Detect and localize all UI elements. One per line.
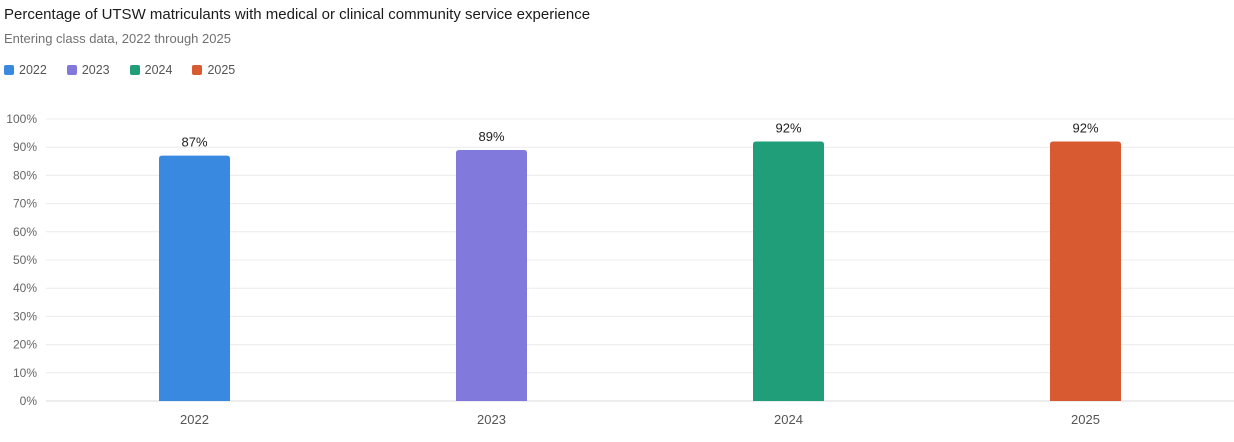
data-label-2025: 92% [1072,121,1098,136]
y-tick-label: 20% [13,338,37,352]
legend-label-2022: 2022 [19,63,47,77]
legend-swatch-2025 [192,65,203,75]
chart-title: Percentage of UTSW matriculants with med… [4,6,591,23]
bar-2022[interactable] [159,155,230,401]
legend-swatch-2023 [66,65,77,75]
bar-2023[interactable] [456,150,527,401]
y-tick-label: 50% [13,253,37,267]
y-tick-label: 40% [13,281,37,295]
data-label-2023: 89% [478,129,504,144]
legend-item-2022[interactable]: 2022 [4,63,47,77]
legend-label-2023: 2023 [81,63,110,77]
bar-2024[interactable] [753,141,824,401]
chart-legend: 2022 2023 2024 2025 [4,63,255,77]
legend-item-2024[interactable]: 2024 [129,63,173,77]
data-label-2022: 87% [181,135,207,150]
x-tick-label-2024: 2024 [774,412,803,427]
y-tick-label: 60% [13,225,37,239]
y-tick-label: 90% [13,140,37,154]
x-tick-label-2025: 2025 [1071,412,1100,427]
legend-item-2023[interactable]: 2023 [66,63,110,77]
x-tick-label-2023: 2023 [477,412,506,427]
chart-subtitle: Entering class data, 2022 through 2025 [4,31,231,46]
y-tick-label: 70% [13,197,37,211]
y-tick-label: 10% [13,366,37,380]
y-tick-label: 80% [13,168,37,182]
bar-2025[interactable] [1050,141,1121,401]
legend-swatch-2022 [4,65,14,75]
data-label-2024: 92% [775,121,801,136]
legend-item-2025[interactable]: 2025 [192,63,235,77]
y-tick-label: 100% [6,112,37,126]
legend-label-2024: 2024 [144,63,173,77]
legend-swatch-2024 [129,65,140,75]
y-tick-label: 30% [13,309,37,323]
legend-label-2025: 2025 [207,63,236,77]
y-tick-label: 0% [20,394,38,408]
x-tick-label-2022: 2022 [180,412,209,427]
